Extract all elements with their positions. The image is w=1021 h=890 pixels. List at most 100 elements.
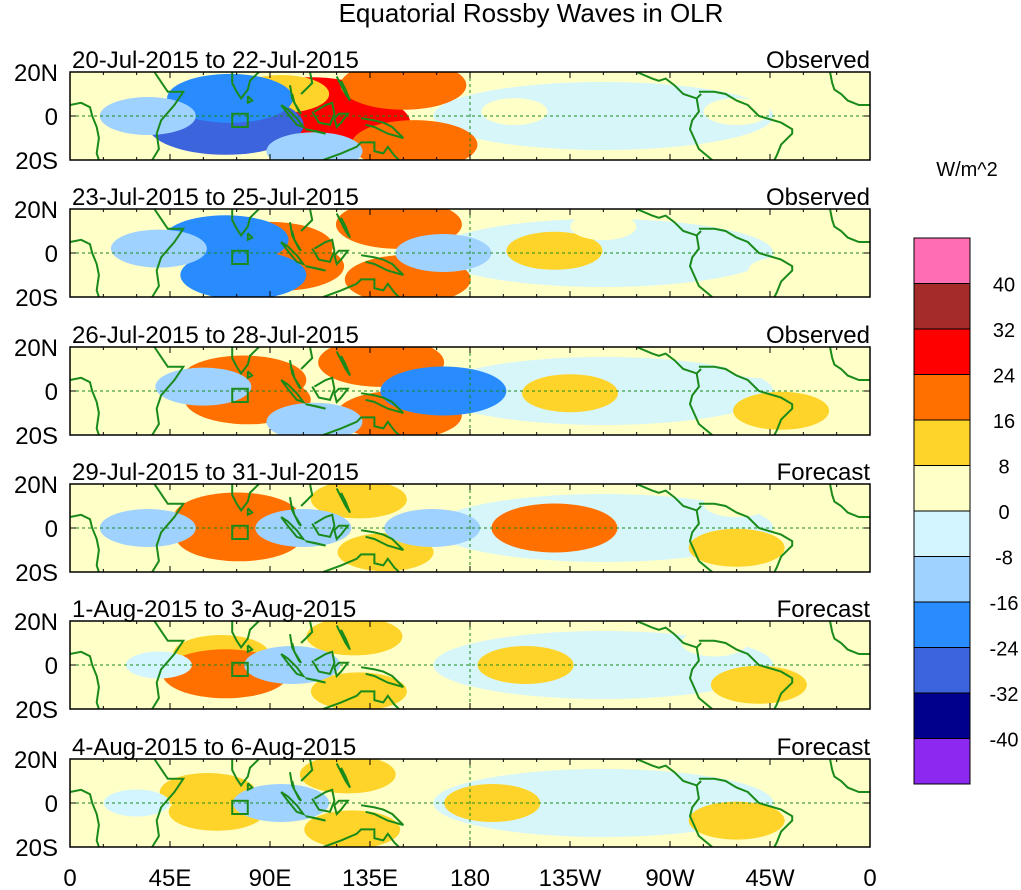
colorbar-label: 32 — [993, 320, 1015, 342]
colorbar-swatch — [913, 374, 971, 421]
coastline — [289, 222, 302, 252]
contour-level — [304, 810, 401, 847]
coastline — [322, 553, 400, 572]
panel-kind: Forecast — [777, 596, 871, 623]
panel-period: 26-Jul-2015 to 28-Jul-2015 — [72, 322, 359, 349]
colorbar-label: 0 — [998, 502, 1009, 524]
contour-level — [477, 646, 574, 684]
coastline — [829, 621, 870, 655]
coastline — [311, 513, 336, 538]
coastline — [246, 370, 254, 380]
coastline — [360, 117, 405, 139]
anomaly-field — [99, 484, 785, 572]
panel-6: 20N 0 20S 4-Aug-2015 to 6-Aug-2015 Forecast — [14, 734, 871, 862]
contour-level — [255, 509, 352, 547]
coastline — [70, 513, 100, 572]
panel-5: 20N 0 20S 1-Aug-2015 to 3-Aug-2015 Forecast — [14, 596, 871, 724]
contour-level — [681, 629, 748, 657]
coastline — [305, 677, 326, 684]
contour-level — [340, 72, 467, 110]
coastline — [688, 510, 713, 572]
anomaly-cell — [477, 646, 574, 684]
y-tick-label: 0 — [45, 379, 58, 406]
colorbar-swatch — [913, 510, 971, 557]
contour-level — [155, 367, 252, 406]
coastline — [360, 529, 405, 551]
x-axis: 0 45E 90E 135E 180 135W 90W 45W 0 — [63, 865, 876, 890]
y-tick-label: 0 — [45, 104, 58, 131]
index-box — [231, 112, 249, 129]
coastline — [311, 376, 336, 401]
contour-level — [688, 801, 785, 840]
coastline — [289, 85, 302, 115]
contour-level — [306, 621, 403, 656]
chart-title: Equatorial Rossby Waves in OLR — [339, 0, 724, 28]
coastline — [688, 785, 713, 847]
coastline — [322, 828, 400, 847]
coastline — [300, 347, 314, 370]
coastline — [289, 360, 302, 390]
contour-level — [825, 84, 870, 112]
coastline — [636, 347, 702, 375]
anomaly-cell — [825, 84, 870, 112]
coastline — [311, 101, 336, 126]
colorbar-swatch — [913, 237, 971, 284]
panel-kind: Observed — [766, 47, 870, 74]
coastline — [335, 75, 351, 102]
y-tick-label: 20N — [14, 609, 58, 636]
colorbar-swatch — [913, 465, 971, 512]
coastline — [231, 621, 260, 650]
contour-level — [491, 503, 618, 553]
panel-period: 1-Aug-2015 to 3-Aug-2015 — [72, 596, 356, 623]
coastline — [231, 759, 260, 788]
y-tick-label: 20S — [15, 560, 58, 587]
coastline — [246, 507, 254, 517]
coastline — [70, 101, 100, 160]
panel-period: 20-Jul-2015 to 22-Jul-2015 — [72, 47, 359, 74]
coastline — [70, 788, 100, 847]
anomaly-cell — [306, 621, 403, 656]
colorbar-swatch — [913, 738, 971, 785]
colorbar-swatch — [913, 328, 971, 375]
y-tick-label: 20S — [15, 148, 58, 175]
coastline — [280, 653, 307, 678]
coastline — [322, 690, 400, 709]
anomaly-cell — [155, 367, 252, 406]
coastline — [70, 650, 100, 709]
contour-level — [506, 231, 603, 270]
coastline — [151, 759, 186, 847]
colorbar-label: -8 — [995, 548, 1013, 570]
panel-3: 20N 0 20S 26-Jul-2015 to 28-Jul-2015 Observe… — [14, 322, 871, 450]
colorbar-label: -32 — [990, 684, 1019, 706]
coastline — [70, 238, 100, 297]
y-tick-label: 20S — [15, 285, 58, 312]
coastline — [688, 235, 713, 297]
x-tick-label: 135E — [342, 865, 398, 890]
colorbar-label: 40 — [993, 275, 1015, 297]
coastline — [829, 484, 870, 518]
contour-level — [266, 402, 363, 435]
contour-level — [710, 665, 807, 704]
contour-level — [481, 98, 548, 126]
panel-kind: Observed — [766, 184, 870, 211]
coastline — [311, 788, 336, 813]
coastline — [246, 232, 254, 242]
contour-level — [180, 250, 307, 297]
colorbar-swatch — [913, 556, 971, 603]
coastline — [698, 777, 794, 847]
coastline — [360, 392, 405, 414]
panel-kind: Forecast — [777, 734, 871, 761]
coastline — [151, 209, 186, 297]
anomaly-cell — [725, 351, 792, 379]
coastline — [289, 772, 302, 802]
y-tick-label: 20N — [14, 747, 58, 774]
colorbar-swatch — [913, 419, 971, 466]
coastline — [335, 624, 351, 651]
coastline — [151, 621, 186, 709]
coastline — [636, 72, 702, 100]
colorbar-label: -24 — [990, 639, 1019, 661]
coastline — [300, 484, 314, 507]
coastline — [333, 112, 350, 129]
coastline — [246, 644, 254, 654]
